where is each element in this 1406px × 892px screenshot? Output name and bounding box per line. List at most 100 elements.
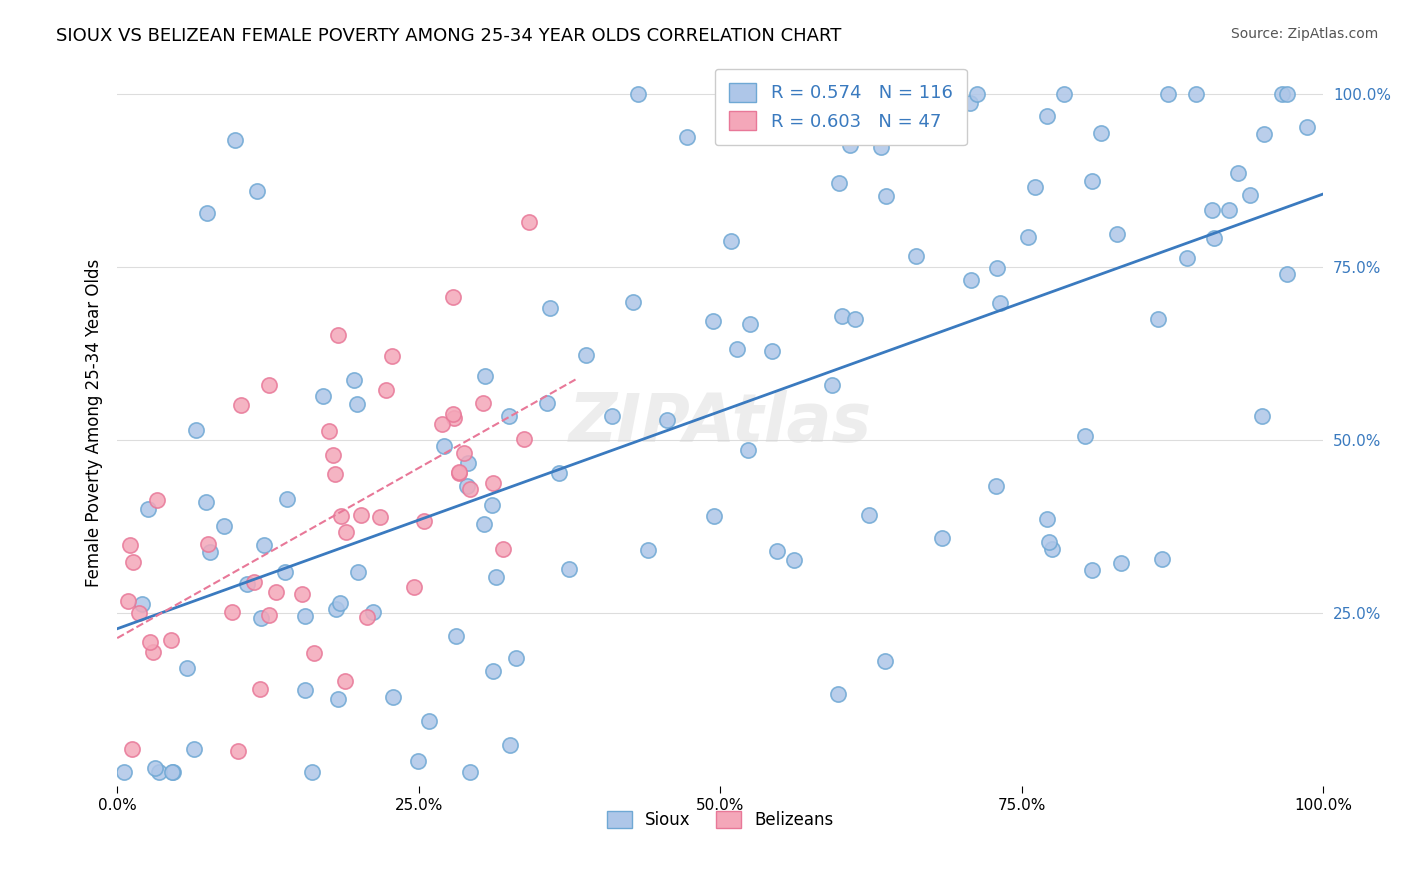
Point [858, 508, 880, 522]
Point [472, 395, 495, 409]
Point [1038, 535, 1060, 549]
Point [702, 314, 724, 328]
Point [406, 754, 429, 768]
Point [905, 249, 928, 263]
Point [347, 565, 370, 579]
Point [148, 764, 170, 779]
Point [447, 467, 470, 481]
Point [361, 605, 384, 619]
Point [162, 764, 184, 779]
Point [453, 445, 475, 459]
Point [1275, 87, 1298, 102]
Point [444, 629, 467, 643]
Point [988, 296, 1011, 310]
Point [1275, 268, 1298, 282]
Point [356, 610, 378, 624]
Point [875, 189, 897, 203]
Point [481, 498, 503, 512]
Point [236, 577, 259, 591]
Point [1017, 229, 1039, 244]
Point [575, 348, 598, 362]
Point [323, 467, 346, 482]
Point [433, 439, 456, 453]
Legend: Sioux, Belizeans: Sioux, Belizeans [600, 804, 841, 836]
Point [873, 653, 896, 667]
Point [827, 687, 849, 701]
Point [482, 475, 505, 490]
Point [139, 635, 162, 649]
Point [1185, 87, 1208, 102]
Point [326, 328, 349, 343]
Point [120, 538, 142, 552]
Text: Source: ZipAtlas.com: Source: ZipAtlas.com [1230, 27, 1378, 41]
Point [960, 273, 983, 287]
Point [249, 682, 271, 697]
Point [346, 397, 368, 411]
Point [675, 130, 697, 145]
Point [738, 318, 761, 332]
Point [821, 377, 844, 392]
Point [966, 87, 988, 102]
Point [117, 594, 139, 608]
Point [498, 409, 520, 424]
Point [1040, 542, 1063, 557]
Point [1109, 556, 1132, 570]
Point [986, 479, 1008, 493]
Point [600, 409, 623, 423]
Point [1081, 563, 1104, 577]
Point [329, 596, 352, 610]
Point [159, 633, 181, 648]
Point [783, 553, 806, 567]
Point [226, 744, 249, 758]
Point [142, 645, 165, 659]
Point [703, 509, 725, 524]
Point [246, 184, 269, 198]
Point [250, 611, 273, 625]
Point [765, 544, 787, 558]
Point [257, 608, 280, 623]
Point [931, 531, 953, 545]
Point [839, 138, 862, 153]
Point [1202, 231, 1225, 245]
Point [538, 301, 561, 315]
Point [229, 398, 252, 412]
Point [627, 87, 650, 102]
Point [828, 176, 851, 190]
Point [456, 479, 478, 493]
Point [198, 545, 221, 559]
Point [143, 761, 166, 775]
Point [195, 494, 218, 508]
Point [350, 508, 373, 522]
Text: ZIPAtlas: ZIPAtlas [568, 390, 872, 456]
Point [558, 562, 581, 576]
Point [197, 537, 219, 551]
Point [733, 92, 755, 106]
Point [276, 491, 298, 506]
Point [318, 424, 340, 438]
Point [195, 206, 218, 220]
Point [1081, 174, 1104, 188]
Point [512, 433, 534, 447]
Point [1053, 87, 1076, 102]
Point [472, 517, 495, 532]
Point [1036, 109, 1059, 123]
Point [325, 601, 347, 615]
Point [294, 608, 316, 623]
Point [184, 423, 207, 437]
Point [253, 538, 276, 552]
Point [322, 448, 344, 462]
Point [482, 665, 505, 679]
Point [498, 739, 520, 753]
Point [294, 683, 316, 698]
Point [224, 133, 246, 147]
Point [548, 466, 571, 480]
Point [1175, 251, 1198, 265]
Point [637, 543, 659, 558]
Point [291, 587, 314, 601]
Point [402, 580, 425, 594]
Point [458, 764, 481, 779]
Point [242, 574, 264, 589]
Point [1250, 409, 1272, 424]
Point [146, 492, 169, 507]
Point [136, 502, 159, 516]
